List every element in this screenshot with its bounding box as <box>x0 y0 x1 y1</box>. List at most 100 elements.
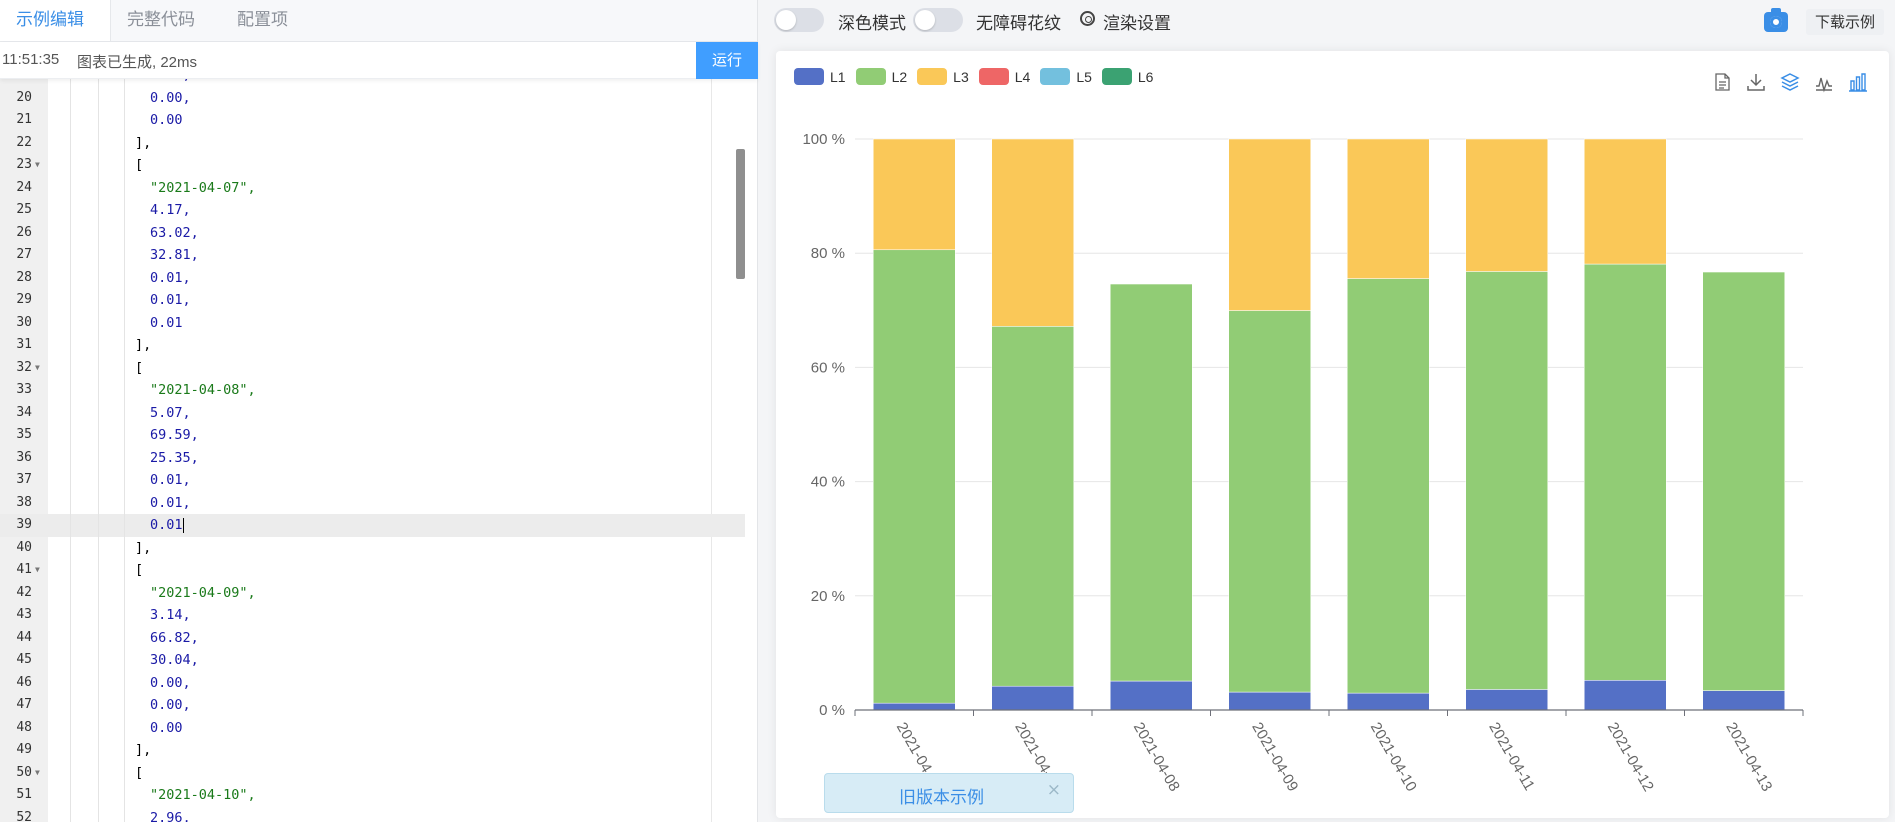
fold-arrow-icon[interactable]: ▼ <box>35 362 40 372</box>
old-version-banner[interactable]: 旧版本示例 × <box>824 773 1074 813</box>
camera-icon[interactable] <box>1764 8 1788 32</box>
bar-l3[interactable] <box>1465 138 1548 272</box>
code-line[interactable]: 51 "2021-04-10", <box>0 784 745 807</box>
code-line[interactable]: 39 0.01 <box>0 514 745 537</box>
code-line[interactable]: 29 0.01, <box>0 289 745 312</box>
code-text: 32.81, <box>150 247 199 263</box>
code-line[interactable]: 34 5.07, <box>0 401 745 424</box>
data-view-icon[interactable] <box>1711 71 1733 93</box>
fold-arrow-icon[interactable]: ▼ <box>35 160 40 169</box>
code-line[interactable]: 36 25.35, <box>0 446 745 469</box>
code-line[interactable]: 43 3.14, <box>0 604 745 627</box>
download-example-button[interactable]: 下载示例 <box>1806 9 1884 35</box>
bar-l2[interactable] <box>1110 283 1193 682</box>
close-icon[interactable]: × <box>1046 780 1061 800</box>
bar-l1[interactable] <box>1110 680 1193 711</box>
code-line[interactable]: 32 ▼ [ <box>0 356 745 379</box>
indent-guide <box>124 716 125 739</box>
run-button[interactable]: 运行 <box>696 42 758 79</box>
editor-scrollbar[interactable] <box>736 149 745 279</box>
code-line[interactable]: 23 ▼ [ <box>0 154 745 177</box>
stack-icon[interactable] <box>1779 71 1801 93</box>
bar-l2[interactable] <box>1584 263 1667 681</box>
legend-item-l1[interactable]: L1 <box>794 68 846 85</box>
indent-guide <box>98 79 99 87</box>
code-line[interactable]: 31], <box>0 334 745 357</box>
code-line[interactable]: 41 ▼ [ <box>0 559 745 582</box>
legend-item-l4[interactable]: L4 <box>978 68 1030 85</box>
code-line[interactable]: 28 0.01, <box>0 266 745 289</box>
fold-arrow-icon[interactable]: ▼ <box>35 767 40 777</box>
bar-l1[interactable] <box>991 685 1074 711</box>
code-text: 0.00, <box>150 697 191 713</box>
indent-guide <box>98 266 99 289</box>
bar-l1[interactable] <box>873 702 956 711</box>
code-line[interactable]: 38 0.01, <box>0 491 745 514</box>
line-chart-icon[interactable] <box>1813 71 1835 93</box>
code-line[interactable]: 26 63.02, <box>0 221 745 244</box>
code-line[interactable]: 48 0.00 <box>0 716 745 739</box>
bar-l1[interactable] <box>1702 690 1785 711</box>
code-line[interactable]: 35 69.59, <box>0 424 745 447</box>
code-line[interactable]: 52 2.96, <box>0 806 745 822</box>
code-line[interactable]: 46 0.00, <box>0 671 745 694</box>
code-line[interactable]: 42 "2021-04-09", <box>0 581 745 604</box>
indent-guide <box>124 131 125 154</box>
bar-l1[interactable] <box>1584 680 1667 711</box>
code-line[interactable]: 50 ▼ [ <box>0 761 745 784</box>
bar-l3[interactable] <box>1584 138 1667 265</box>
gear-icon[interactable] <box>1080 11 1095 26</box>
code-line[interactable]: 24 "2021-04-07", <box>0 176 745 199</box>
code-line[interactable]: 44 66.82, <box>0 626 745 649</box>
dark-mode-toggle[interactable] <box>774 8 824 32</box>
save-image-icon[interactable] <box>1745 71 1767 93</box>
legend-item-l5[interactable]: L5 <box>1040 68 1092 85</box>
tab-full-code[interactable]: 完整代码 <box>127 10 195 30</box>
code-line[interactable]: 37 0.01, <box>0 469 745 492</box>
render-settings-label[interactable]: 渲染设置 <box>1103 14 1171 34</box>
code-line[interactable]: 47 0.00, <box>0 694 745 717</box>
bar-l2[interactable] <box>1228 310 1311 693</box>
y-tick-label: 40 % <box>811 474 845 491</box>
bar-l2[interactable] <box>1347 278 1430 694</box>
old-version-text[interactable]: 旧版本示例 <box>899 788 984 808</box>
legend-item-l6[interactable]: L6 <box>1101 68 1153 85</box>
code-line[interactable]: 33 "2021-04-08", <box>0 379 745 402</box>
code-line[interactable]: 19 0.00, <box>0 79 745 87</box>
line-number: 29 <box>16 292 32 307</box>
indent-guide <box>98 514 99 537</box>
code-line[interactable]: 49], <box>0 739 745 762</box>
code-line[interactable]: 25 4.17, <box>0 199 745 222</box>
code-line[interactable]: 27 32.81, <box>0 244 745 267</box>
code-line[interactable]: 21 0.00 <box>0 109 745 132</box>
code-line[interactable]: 20 0.00, <box>0 86 745 109</box>
bar-l3[interactable] <box>991 138 1074 327</box>
bar-l1[interactable] <box>1228 691 1311 711</box>
bar-l2[interactable] <box>991 326 1074 687</box>
legend-item-l2[interactable]: L2 <box>855 68 907 85</box>
bar-l2[interactable] <box>1465 271 1548 690</box>
indent-guide <box>98 581 99 604</box>
bar-l1[interactable] <box>1347 692 1430 711</box>
bar-l3[interactable] <box>1228 138 1311 311</box>
chart-legend: L1 L2 L3 L4 L5 L6 <box>794 68 1163 85</box>
line-number: 49 <box>16 742 32 757</box>
code-line[interactable]: 22], <box>0 131 745 154</box>
fold-arrow-icon[interactable]: ▼ <box>35 565 40 574</box>
bar-l1[interactable] <box>1465 689 1548 711</box>
bar-l2[interactable] <box>873 249 956 704</box>
bar-l3[interactable] <box>1347 138 1430 279</box>
code-editor[interactable]: 190.00,200.00,210.0022],23▼[24"2021-04-0… <box>0 79 757 822</box>
code-line[interactable]: 45 30.04, <box>0 649 745 672</box>
legend-item-l3[interactable]: L3 <box>917 68 969 85</box>
aria-toggle[interactable] <box>913 8 963 32</box>
tab-config[interactable]: 配置项 <box>237 10 288 30</box>
y-tick-label: 100 % <box>802 131 845 148</box>
bar-chart-icon[interactable] <box>1847 71 1869 93</box>
bar-l2[interactable] <box>1702 271 1785 691</box>
bar-l3[interactable] <box>873 138 956 251</box>
code-line[interactable]: 40], <box>0 536 745 559</box>
indent-guide <box>124 536 125 559</box>
tab-example-edit[interactable]: 示例编辑 <box>0 0 111 41</box>
code-line[interactable]: 30 0.01 <box>0 311 745 334</box>
